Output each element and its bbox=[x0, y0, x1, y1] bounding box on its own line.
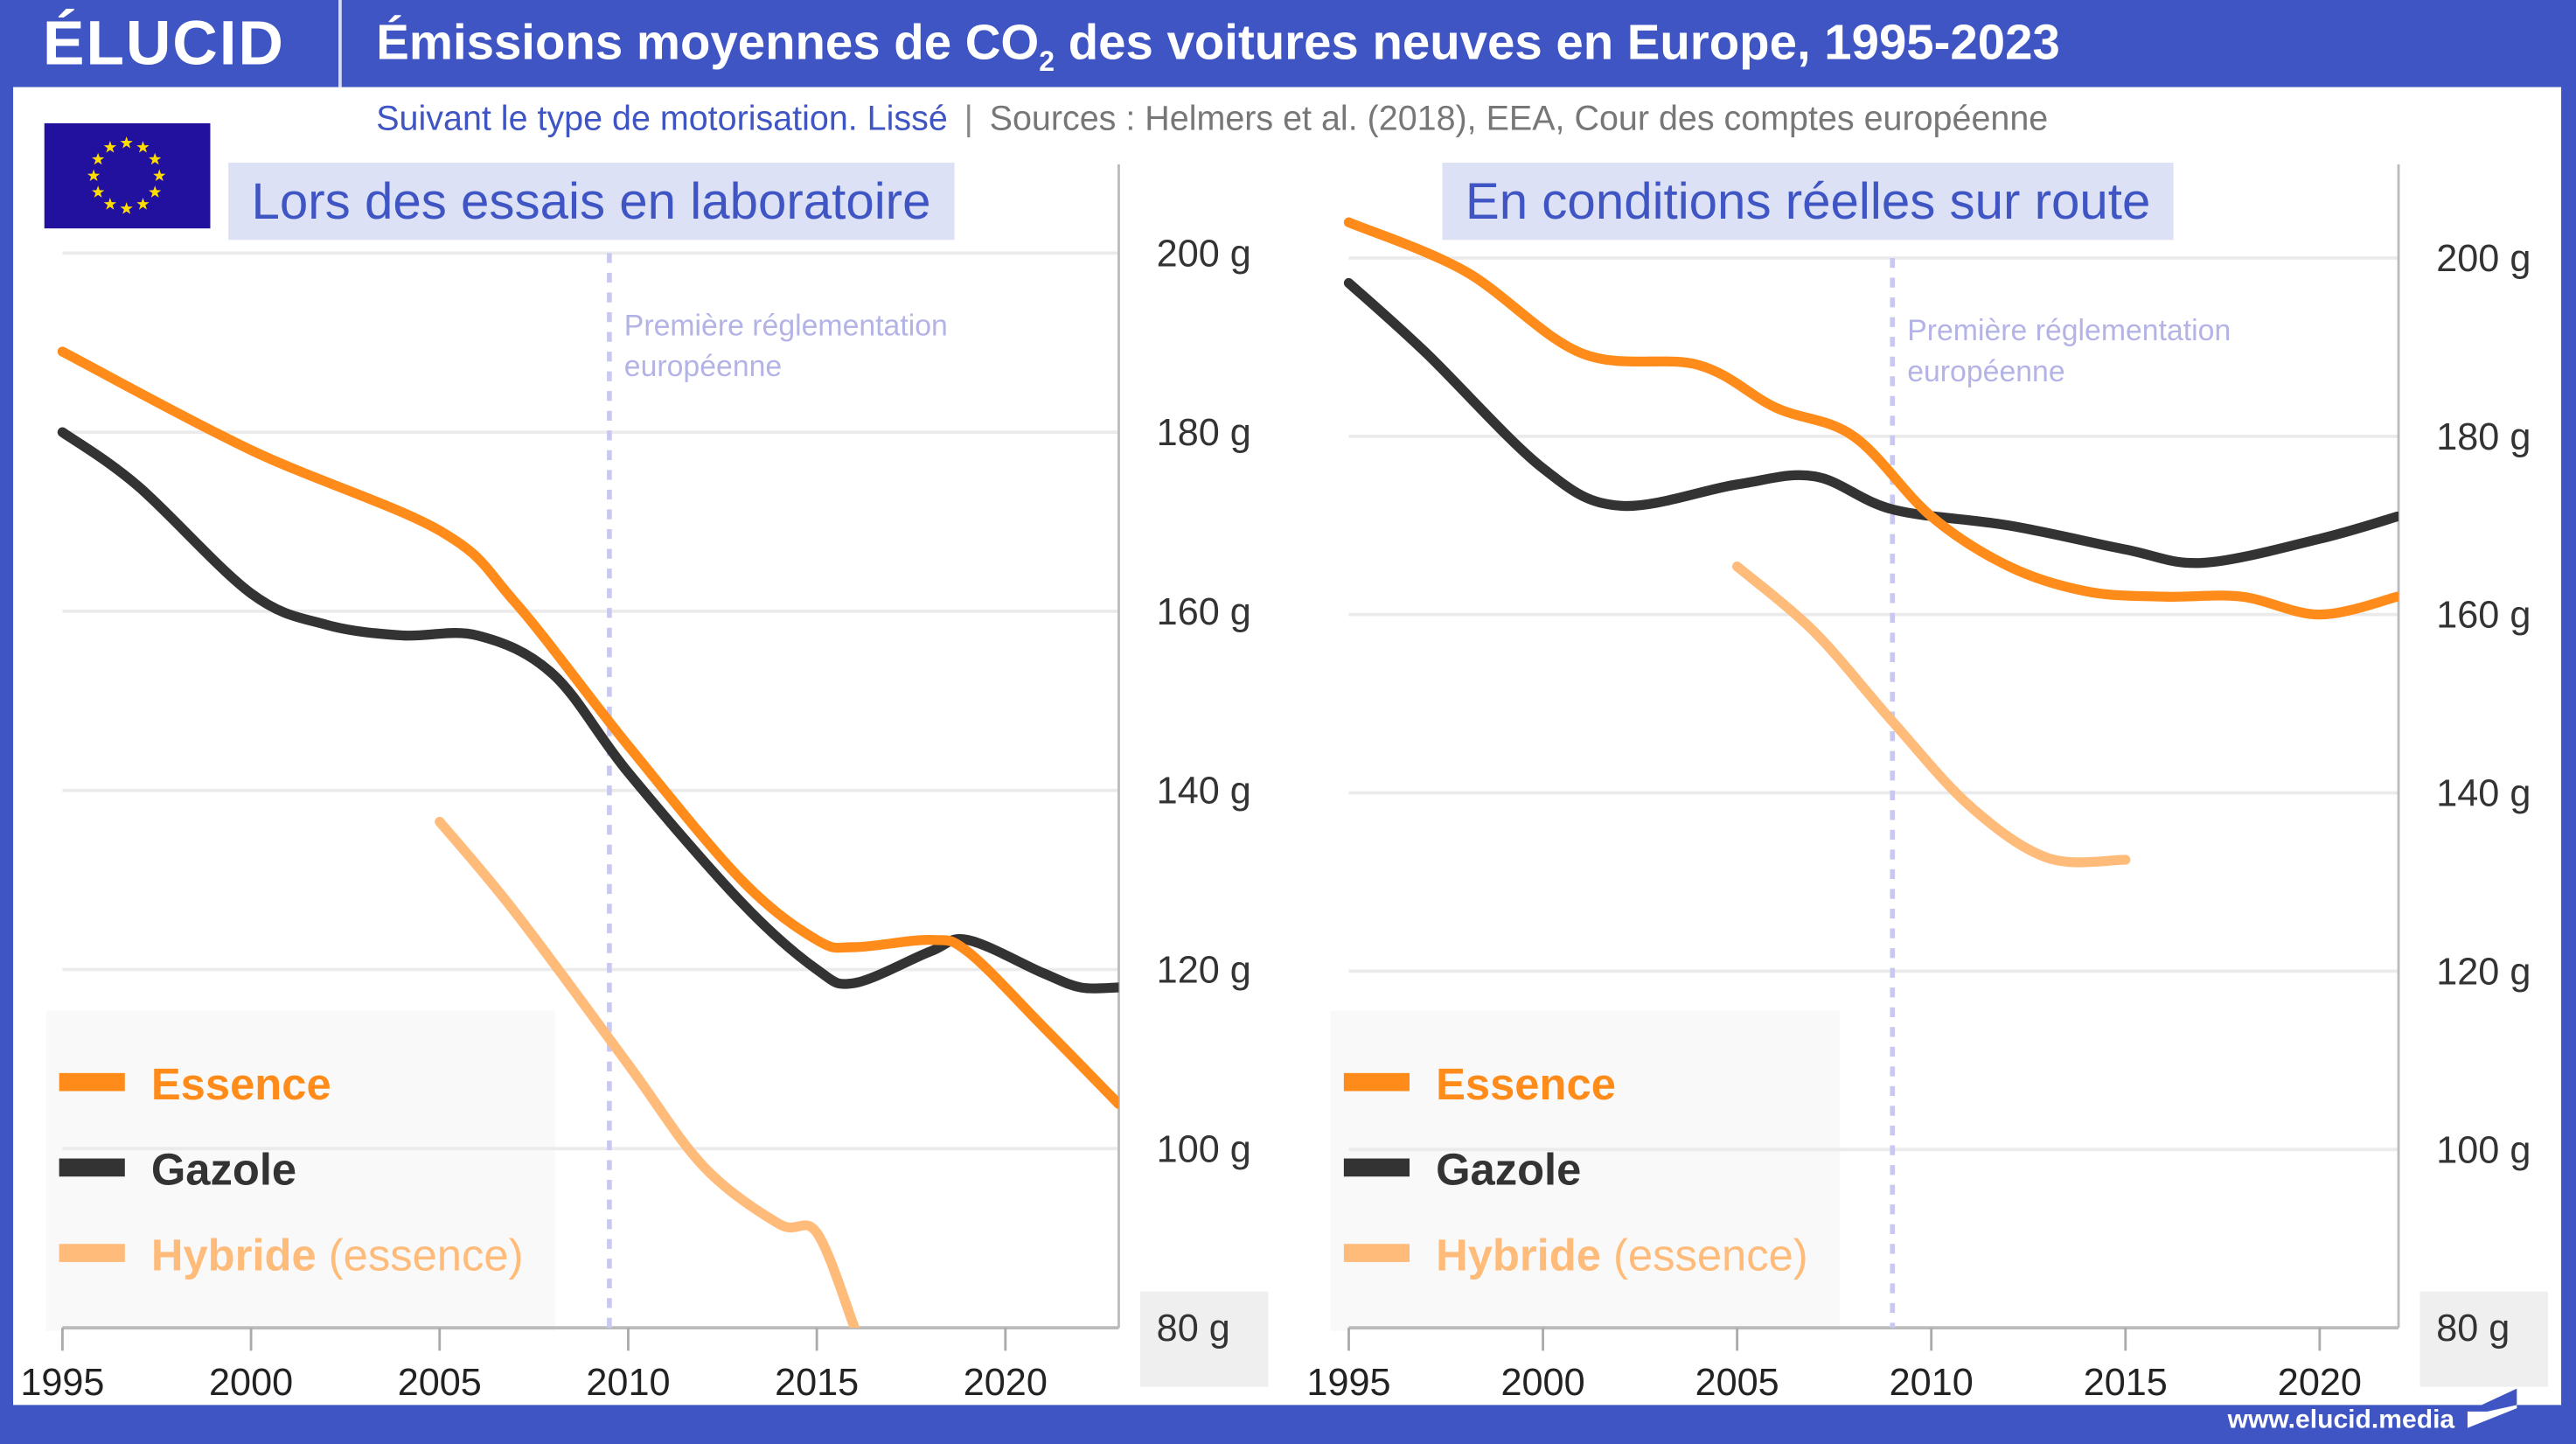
x-tick-label: 2010 bbox=[586, 1362, 670, 1404]
regulation-label: européenne bbox=[1907, 355, 2064, 388]
legend-label: Gazole bbox=[1436, 1145, 1581, 1195]
series-line-hybride bbox=[1732, 561, 2131, 868]
x-tick-label: 1995 bbox=[20, 1362, 104, 1404]
y-tick-label: 200 g bbox=[1157, 233, 1251, 275]
x-tick-label: 2020 bbox=[964, 1362, 1048, 1404]
series-line-essence bbox=[1343, 217, 2399, 620]
footer-url[interactable]: www.elucid.media bbox=[2227, 1406, 2455, 1435]
x-tick-label: 2005 bbox=[1695, 1362, 1779, 1404]
y-tick-label: 160 g bbox=[2436, 595, 2531, 637]
y-tick-label: 140 g bbox=[2436, 773, 2531, 815]
star-icon bbox=[120, 136, 133, 149]
legend-label: Hybride (essence) bbox=[1436, 1230, 1808, 1280]
legend-label: Gazole bbox=[151, 1145, 296, 1195]
eu-flag-icon bbox=[44, 122, 211, 229]
regulation-label: Première réglementation bbox=[624, 309, 948, 342]
star-icon bbox=[87, 169, 101, 182]
panel-title-laboratory: Lors des essais en laboratoire bbox=[228, 163, 954, 241]
legend-label: Essence bbox=[151, 1059, 331, 1109]
elucid-logo: ÉLUCID bbox=[42, 10, 285, 80]
y-tick-label: 140 g bbox=[1157, 771, 1251, 813]
chart-panel-1: 200 g 180 g 160 g 140 g 120 g 100 g 80 g 1995 20… bbox=[1306, 164, 2549, 1404]
series-line-essence bbox=[57, 346, 1119, 1109]
star-icon bbox=[120, 202, 133, 214]
title-part: Émissions moyennes de CO bbox=[376, 16, 1040, 71]
legend-background bbox=[45, 1010, 556, 1331]
legend-swatch-gazole bbox=[1343, 1158, 1410, 1177]
regulation-label: Première réglementation bbox=[1907, 314, 2231, 347]
x-tick-label: 2005 bbox=[398, 1362, 482, 1404]
y-tick-label: 180 g bbox=[1157, 412, 1251, 454]
star-icon bbox=[149, 185, 162, 198]
legend-swatch-hybride bbox=[59, 1244, 125, 1262]
y-tick-label: 100 g bbox=[1157, 1128, 1251, 1170]
page-title: Émissions moyennes de CO2 des voitures n… bbox=[376, 17, 2060, 79]
legend-label: Hybride (essence) bbox=[151, 1230, 524, 1280]
label-background bbox=[2419, 1291, 2549, 1387]
sources-text: Sources : Helmers et al. (2018), EEA, Co… bbox=[989, 100, 2049, 138]
star-icon bbox=[153, 169, 166, 182]
x-tick-label: 2010 bbox=[1890, 1362, 1974, 1404]
separator: | bbox=[964, 100, 973, 138]
y-tick-label: 200 g bbox=[2436, 238, 2531, 280]
label-background bbox=[1139, 1291, 1269, 1387]
star-icon bbox=[92, 185, 105, 198]
y-tick-label: 100 g bbox=[2436, 1129, 2531, 1171]
y-tick-label: 80 g bbox=[2436, 1308, 2510, 1350]
legend-label: Essence bbox=[1436, 1059, 1616, 1109]
y-tick-label: 120 g bbox=[1157, 950, 1251, 992]
x-tick-label: 2000 bbox=[1501, 1362, 1585, 1404]
legend-swatch-hybride bbox=[1343, 1244, 1410, 1262]
star-icon bbox=[103, 141, 117, 153]
regulation-label: européenne bbox=[624, 350, 782, 383]
header-divider bbox=[338, 0, 342, 87]
series-line-gazole bbox=[57, 427, 1119, 994]
legend-swatch-gazole bbox=[59, 1158, 125, 1177]
subtitle-text: Suivant le type de motorisation. Lissé bbox=[376, 100, 948, 138]
x-tick-label: 2015 bbox=[2084, 1362, 2168, 1404]
star-icon bbox=[149, 152, 162, 165]
chart-panel-0: 200 g 180 g 160 g 140 g 120 g 100 g 80 g 1995 20… bbox=[20, 164, 1269, 1404]
y-tick-label: 160 g bbox=[1157, 591, 1251, 633]
y-tick-label: 120 g bbox=[2436, 951, 2531, 993]
title-part: des voitures neuves en Europe, 1995-2023 bbox=[1055, 16, 2060, 71]
y-tick-label: 180 g bbox=[2436, 416, 2531, 458]
star-icon bbox=[136, 141, 150, 153]
x-tick-label: 2020 bbox=[2278, 1362, 2362, 1404]
star-icon bbox=[103, 198, 117, 210]
star-icon bbox=[136, 198, 150, 210]
elucid-chevron-icon bbox=[2467, 1388, 2517, 1428]
x-tick-label: 2015 bbox=[775, 1362, 859, 1404]
legend-background bbox=[1330, 1010, 1841, 1331]
legend-swatch-essence bbox=[59, 1072, 125, 1092]
legend-swatch-essence bbox=[1343, 1072, 1410, 1092]
series-line-hybride bbox=[435, 816, 860, 1329]
subtitle: Suivant le type de motorisation. Lissé | S… bbox=[376, 101, 2048, 140]
series-line-gazole bbox=[1343, 277, 2399, 569]
star-icon bbox=[92, 152, 105, 165]
y-tick-label: 80 g bbox=[1157, 1308, 1230, 1350]
x-tick-label: 1995 bbox=[1306, 1362, 1390, 1404]
x-tick-label: 2000 bbox=[209, 1362, 293, 1404]
title-subscript: 2 bbox=[1039, 45, 1055, 78]
panel-title-road: En conditions réelles sur route bbox=[1442, 163, 2174, 241]
